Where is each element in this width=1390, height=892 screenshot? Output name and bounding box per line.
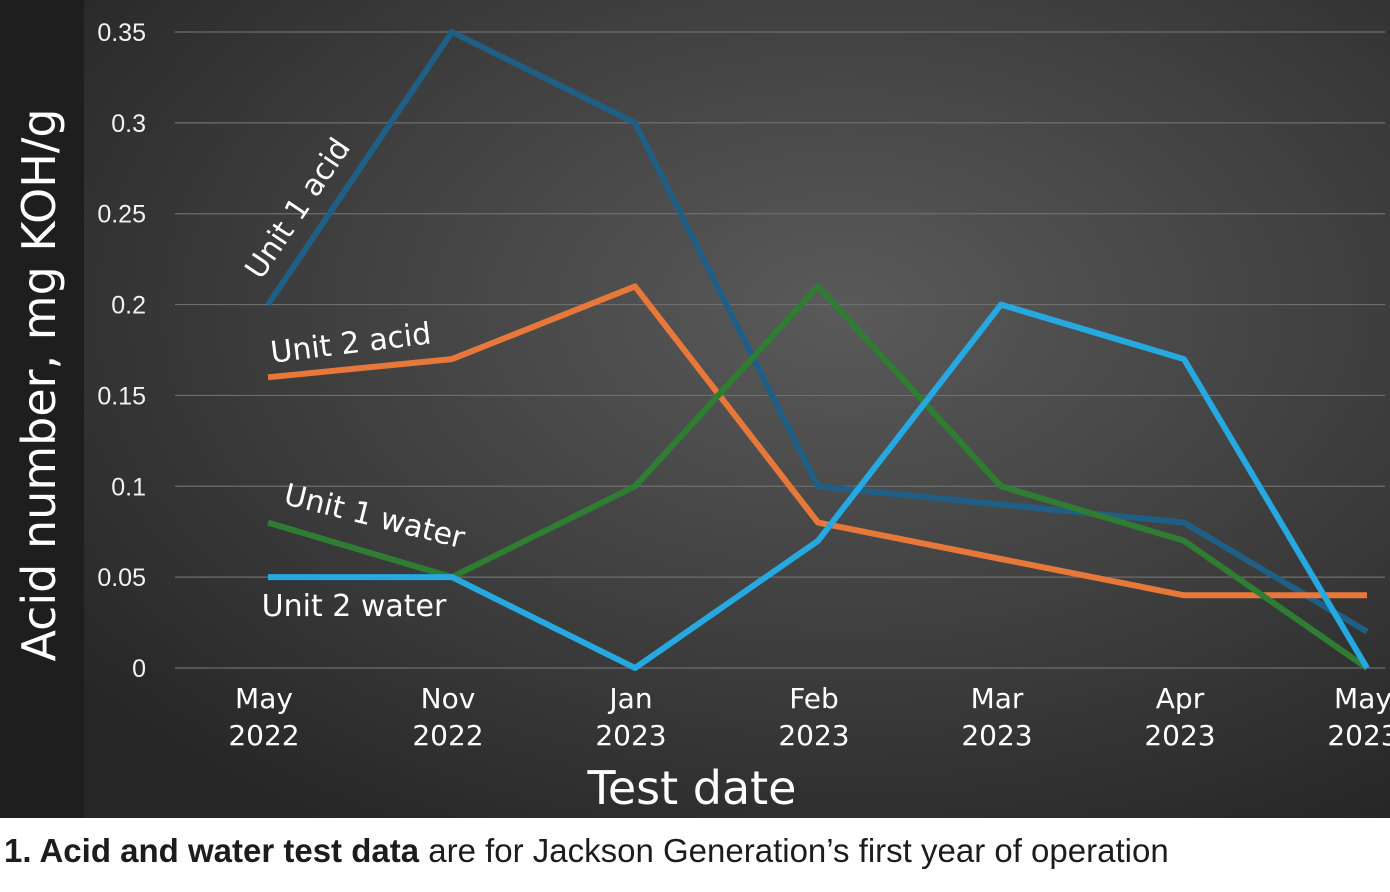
series-label-unit-2-water: Unit 2 water	[262, 589, 447, 624]
x-tick-label-month: May	[235, 682, 293, 715]
caption-text: are for Jackson Generation’s first year …	[419, 832, 1169, 869]
y-tick-label: 0.15	[97, 382, 146, 410]
x-tick-label-month: May	[1334, 682, 1390, 715]
series-line-unit-1-acid	[265, 29, 1369, 635]
y-tick-label: 0.35	[97, 19, 146, 47]
x-tick-label-year: 2023	[595, 719, 666, 752]
x-axis-title: Test date	[587, 761, 797, 815]
x-tick-label-year: 2023	[778, 719, 849, 752]
x-tick-label-year: 2023	[961, 719, 1032, 752]
chart-background	[84, 0, 1390, 818]
x-tick-label-month: Jan	[607, 682, 652, 715]
y-tick-label: 0.2	[111, 292, 146, 320]
x-tick-label-year: 2023	[1144, 719, 1215, 752]
x-tick-label-month: Mar	[971, 682, 1024, 715]
y-tick-label: 0.05	[97, 564, 146, 592]
series-lines	[265, 29, 1370, 671]
y-tick-label: 0.1	[111, 473, 146, 501]
caption-bold: 1. Acid and water test data	[4, 832, 420, 869]
x-tick-label-year: 2022	[412, 719, 483, 752]
line-chart: 0 0.05 0.1 0.15 0.2 0.25 0.3 0.35 May 2022 Nov 202…	[0, 0, 1390, 818]
x-tick-label-month: Feb	[789, 682, 839, 715]
gridlines	[175, 31, 1385, 669]
x-tick-label-month: Apr	[1156, 682, 1205, 715]
y-axis-title: Acid number, mg KOH/g	[12, 108, 66, 661]
y-tick-label: 0.25	[97, 201, 146, 229]
y-tick-label: 0.3	[111, 110, 146, 138]
x-axis-ticks: May 2022 Nov 2022 Jan 2023 Feb 2023 Mar 2023 Apr 20…	[228, 682, 1390, 752]
figure-caption: 1. Acid and water test data are for Jack…	[4, 832, 1388, 870]
x-tick-label-year: 2023	[1327, 719, 1390, 752]
series-line-unit-2-water	[268, 301, 1370, 671]
chart-panel: 0 0.05 0.1 0.15 0.2 0.25 0.3 0.35 May 2022 Nov 202…	[0, 0, 1390, 818]
y-axis-ticks: 0 0.05 0.1 0.15 0.2 0.25 0.3 0.35	[97, 19, 146, 683]
x-tick-label-year: 2022	[228, 719, 299, 752]
y-tick-label: 0	[132, 655, 146, 683]
series-line-unit-2-acid	[267, 283, 1367, 599]
x-tick-label-month: Nov	[421, 682, 476, 715]
